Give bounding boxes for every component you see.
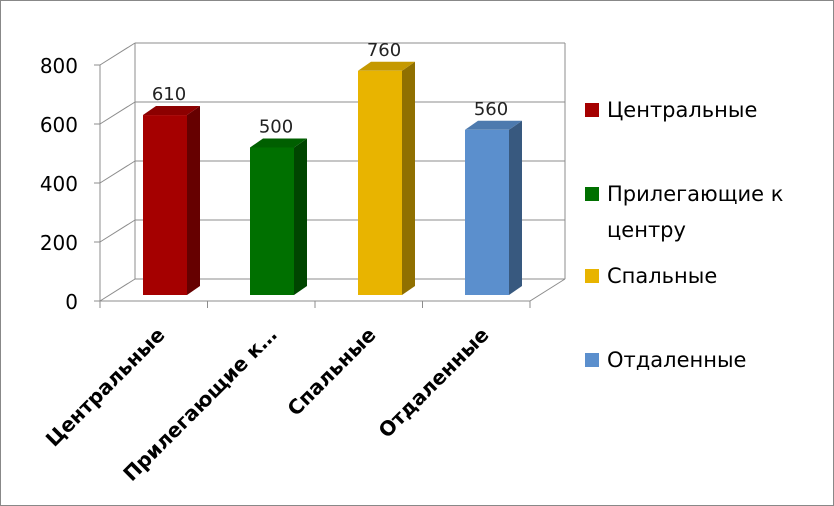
wall-gridline xyxy=(99,278,136,302)
wall-gridline xyxy=(99,101,136,125)
bar-side xyxy=(509,120,522,295)
y-tick-label: 400 xyxy=(40,172,78,196)
legend-swatch-central xyxy=(585,103,599,117)
wall-gridline xyxy=(99,219,136,243)
x-tick-label: Отдаленные xyxy=(374,323,494,443)
y-tick-label: 800 xyxy=(40,54,78,78)
y-tick-label: 200 xyxy=(40,231,78,255)
legend-label: Отдаленные xyxy=(607,348,747,372)
y-tick-label: 0 xyxy=(65,290,78,314)
bar-top xyxy=(358,61,415,71)
wall-gridline xyxy=(99,42,136,66)
bar-side xyxy=(187,106,200,295)
wall-gridline xyxy=(99,160,136,184)
legend-label: Спальные xyxy=(607,264,718,288)
legend-item-sleeping: Спальные xyxy=(585,258,717,294)
bar xyxy=(143,115,187,295)
data-label: 500 xyxy=(259,117,293,138)
data-label: 760 xyxy=(367,40,401,61)
bar-top xyxy=(250,138,307,148)
bar-side xyxy=(294,138,307,295)
bar-top xyxy=(465,120,522,130)
bar xyxy=(358,70,402,295)
legend-swatch-remote xyxy=(585,353,599,367)
data-label: 610 xyxy=(152,84,186,105)
bar xyxy=(250,147,294,295)
y-tick-label: 600 xyxy=(40,113,78,137)
legend-item-remote: Отдаленные xyxy=(585,342,746,378)
data-label: 560 xyxy=(474,99,508,120)
legend-label: Прилегающие к центру xyxy=(607,182,784,242)
legend-swatch-adjacent xyxy=(585,187,599,201)
bar-side xyxy=(402,61,415,295)
legend-item-central: Центральные xyxy=(585,92,757,128)
x-tick-label: Центральные xyxy=(41,323,170,452)
legend-label: Центральные xyxy=(607,98,758,122)
bar xyxy=(465,129,509,295)
x-tick-label: Спальные xyxy=(282,323,380,421)
bar-top xyxy=(143,106,200,116)
legend-item-adjacent: Прилегающие к центру xyxy=(585,176,825,248)
legend-swatch-sleeping xyxy=(585,269,599,283)
